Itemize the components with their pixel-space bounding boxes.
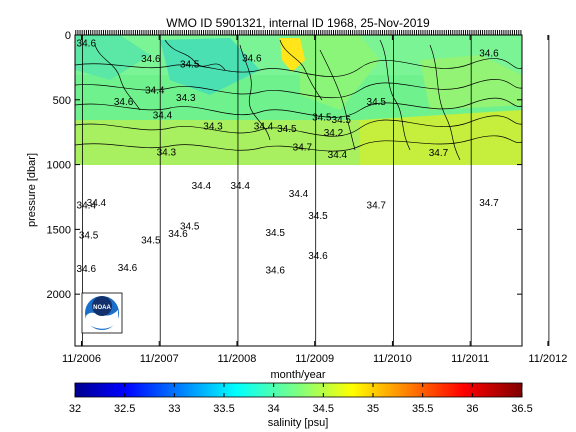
- colorbar-tick-label: 36.5: [511, 403, 532, 415]
- contour-label: 34.3: [176, 93, 196, 104]
- contour-label: 34.5: [312, 113, 332, 124]
- deep-mask: [75, 165, 522, 346]
- contour-label: 34.4: [328, 150, 348, 161]
- y-tick-label: 0: [65, 30, 71, 42]
- colorbar-tick-label: 32.5: [114, 403, 135, 415]
- x-tick-label: 11/2012: [528, 353, 567, 365]
- y-tick-label: 1500: [47, 224, 71, 236]
- y-tick-label: 1000: [47, 160, 71, 172]
- contour-label: 34.5: [332, 115, 352, 126]
- contour-label: 34.7: [367, 201, 387, 212]
- x-axis: 11/2006 11/2007 11/2008 11/2009 11/2010 11/20…: [62, 35, 567, 365]
- contour-label: 34.4: [192, 181, 212, 192]
- contour-label: 34.5: [277, 124, 297, 135]
- contour-label: 34.6: [114, 97, 134, 108]
- colorbar-tick-label: 33: [168, 403, 180, 415]
- colorbar: 32 32.5 33 33.5 34 34.5 35 35.5 36 36.5 salinity …: [69, 382, 533, 429]
- colorbar-tick-label: 35.5: [412, 403, 433, 415]
- y-tick-label: 500: [53, 95, 71, 107]
- contour-label: 34.6: [141, 54, 161, 65]
- contour-line: [75, 97, 522, 118]
- contour-line: [75, 135, 522, 152]
- y-axis: 0 500 1000 1500 2000: [47, 30, 522, 301]
- contour-label: 34.4: [87, 198, 107, 209]
- y-axis-label: pressure [dbar]: [26, 153, 38, 227]
- contour-label: 34.6: [168, 229, 188, 240]
- contour-line: [75, 79, 522, 99]
- logo-bird-wave: [86, 310, 118, 329]
- contour-label: 34.4: [145, 85, 165, 96]
- contour-line: [75, 115, 522, 137]
- colorbar-tick-label: 35: [367, 403, 379, 415]
- colorbar-tick-label: 36: [466, 403, 478, 415]
- contour-labels: 34.634.634.634.434.434.334.534.334.334.6…: [77, 39, 500, 277]
- salinity-field: [75, 35, 522, 165]
- colorbar-tick-label: 34.5: [313, 403, 334, 415]
- x-axis-label: month/year: [270, 369, 325, 381]
- contour-label: 34.6: [308, 251, 328, 262]
- contour-label: 34.3: [203, 122, 223, 133]
- contour-line: [164, 39, 226, 71]
- field-fresh-patch: [75, 35, 150, 80]
- contour-label: 34.5: [308, 211, 328, 222]
- field-green-patch: [300, 35, 380, 110]
- noaa-logo: NOAA: [81, 292, 123, 334]
- contour-label: 34.3: [157, 148, 177, 159]
- contour-label: 34.5: [180, 59, 200, 70]
- colorbar-ticks: 32 32.5 33 33.5 34 34.5 35 35.5 36 36.5: [69, 383, 533, 415]
- field-salty-core: [280, 38, 305, 72]
- profile-lines: [82, 35, 550, 346]
- contour-line: [279, 39, 323, 101]
- contour-label: 34.5: [367, 97, 387, 108]
- colorbar-tick-label: 34: [268, 403, 280, 415]
- contour-label: 34.6: [77, 264, 97, 275]
- y-tick-label: 2000: [47, 289, 71, 301]
- contour-label: 34.5: [265, 228, 285, 239]
- contour-line: [379, 39, 411, 151]
- contour-label: 34.7: [429, 148, 449, 159]
- contour-label: 34.4: [254, 122, 274, 133]
- x-tick-label: 11/2011: [451, 353, 489, 365]
- contour-lines: [75, 39, 522, 161]
- contour-label: 34.5: [79, 230, 99, 241]
- contour-line: [75, 58, 522, 77]
- contour-label: 34.4: [77, 201, 97, 212]
- x-tick-label: 11/2009: [295, 353, 334, 365]
- contour-label: 34.5: [180, 221, 200, 232]
- colorbar-gradient: [74, 382, 523, 398]
- logo-text: NOAA: [93, 305, 111, 311]
- contour-label: 34.5: [141, 236, 161, 247]
- colorbar-tick-label: 33.5: [213, 403, 234, 415]
- contour-line: [94, 44, 141, 111]
- contour-line: [429, 44, 461, 161]
- contour-label: 34.7: [293, 142, 313, 153]
- contour-label: 34.4: [230, 181, 250, 192]
- contour-label: 34.6: [118, 263, 138, 274]
- field-east-deep: [360, 110, 522, 165]
- contour-label: 34.7: [479, 198, 499, 209]
- chart-title: WMO ID 5901321, internal ID 1968, 25-Nov…: [166, 16, 430, 30]
- contour-label: 34.4: [289, 189, 309, 200]
- contour-label: 34.6: [265, 265, 285, 276]
- x-tick-label: 11/2006: [62, 353, 101, 365]
- contour-label: 34.2: [324, 128, 344, 139]
- contour-label: 34.6: [242, 54, 262, 65]
- contour-line: [239, 44, 271, 141]
- contour-label: 34.6: [479, 48, 499, 59]
- plot-frame: [74, 34, 523, 347]
- colorbar-label: salinity [psu]: [268, 417, 329, 429]
- contour-label: 34.6: [77, 39, 97, 50]
- contour-line: [319, 49, 356, 151]
- contour-label: 34.4: [153, 111, 173, 122]
- colorbar-tick-label: 32: [69, 403, 81, 415]
- x-tick-label: 11/2010: [373, 353, 412, 365]
- field-cyan-patch: [160, 38, 260, 95]
- logo-top-arc: [92, 296, 112, 316]
- profile-tick-marks: [75, 30, 522, 35]
- x-tick-label: 11/2007: [140, 353, 179, 365]
- x-tick-label: 11/2008: [217, 353, 256, 365]
